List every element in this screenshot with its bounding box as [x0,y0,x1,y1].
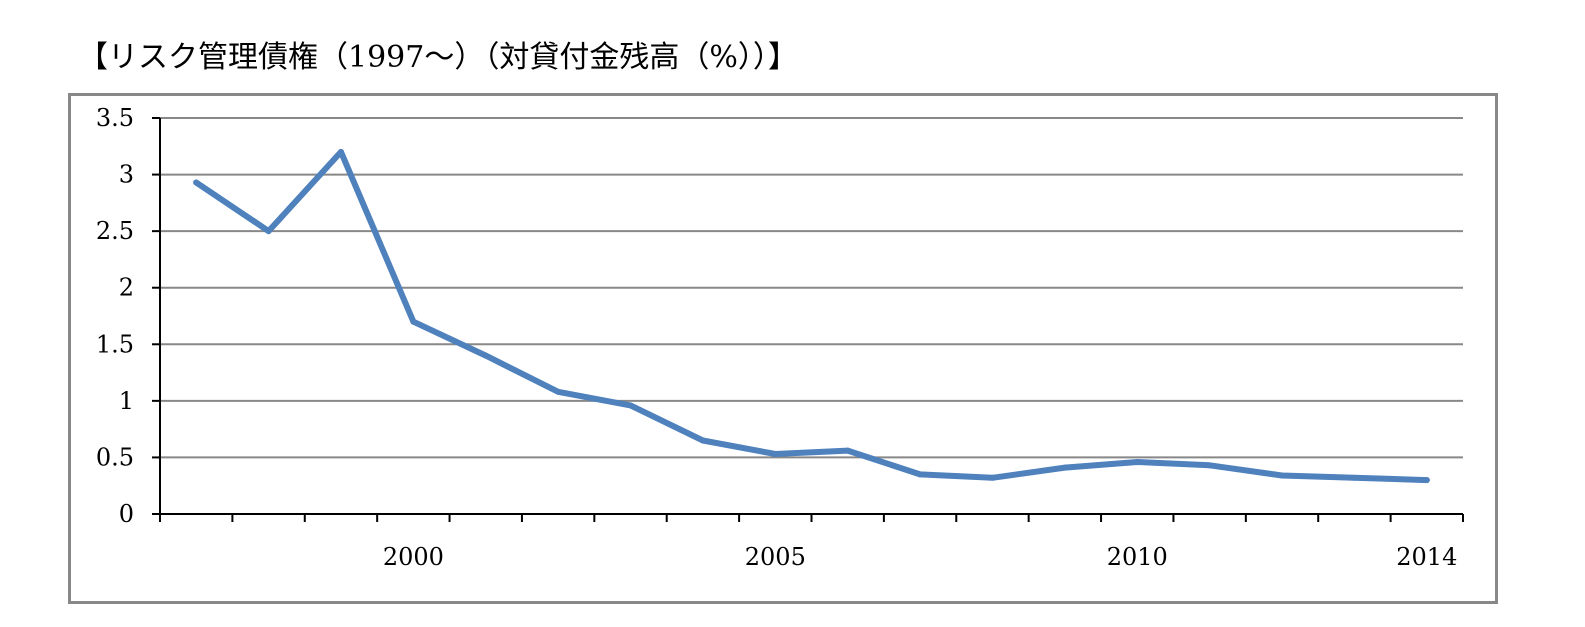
y-tick-labels: 0 0.5 1 1.5 2 2.5 3 3.5 [96,104,134,528]
data-point [1279,472,1286,479]
y-tick-label: 0.5 [96,443,134,471]
data-point [555,388,562,395]
data-point [1134,458,1141,465]
series-layer [193,148,1430,484]
data-point [193,179,200,186]
x-tick-label: 2005 [745,543,806,571]
data-point [844,447,851,454]
y-tick-label: 1.5 [96,330,134,358]
axes [152,117,1464,522]
data-point [627,402,634,409]
x-tick-label: 2000 [383,543,444,571]
x-tick-label: 2014 [1396,543,1457,571]
data-point [917,471,924,478]
series-line [193,148,1430,484]
y-tick-label: 3 [119,161,134,189]
chart-title: 【リスク管理債権（1997～）（対貸付金残高（%））】 [78,40,798,75]
y-tick-label: 2.5 [96,217,134,245]
data-point [1061,464,1068,471]
data-point [989,474,996,481]
data-point [699,437,706,444]
y-tick-label: 1 [119,387,134,415]
x-tick-label: 2010 [1107,543,1168,571]
data-point [1206,462,1213,469]
y-tick-label: 3.5 [96,104,134,132]
data-point [482,352,489,359]
data-point [410,318,417,325]
data-point [772,451,779,458]
grid-lines [160,117,1463,459]
y-tick-label: 0 [119,500,134,528]
y-tick-label: 2 [119,274,134,302]
data-point [1351,474,1358,481]
data-point [265,228,272,235]
chart-frame [68,93,1498,604]
data-point [337,148,344,155]
x-tick-labels: 2000 2005 2010 2014 [383,543,1458,571]
data-point [1423,477,1430,484]
